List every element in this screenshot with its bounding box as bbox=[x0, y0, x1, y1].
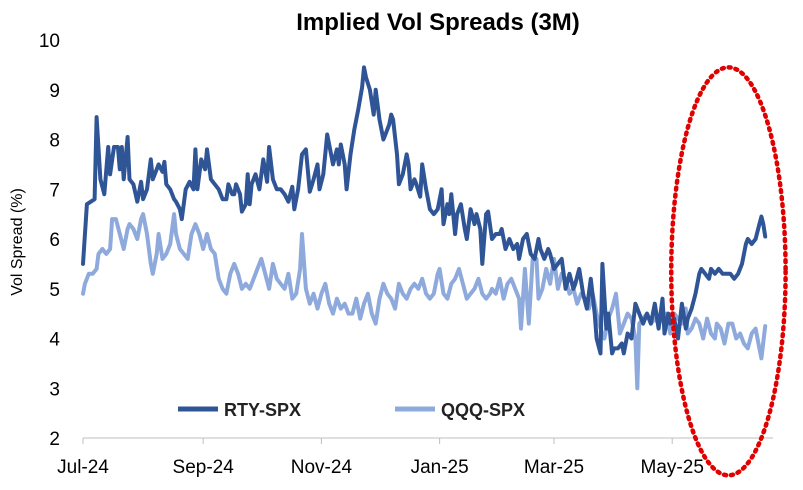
y-tick-label: 5 bbox=[49, 280, 60, 301]
y-tick-label: 4 bbox=[49, 330, 60, 351]
y-axis-label: Vol Spread (%) bbox=[9, 188, 26, 296]
y-tick-label: 9 bbox=[49, 81, 60, 102]
series-line-rty-spx bbox=[81, 65, 768, 356]
chart-title: Implied Vol Spreads (3M) bbox=[296, 9, 580, 36]
x-tick-label: Sep-24 bbox=[173, 457, 235, 478]
x-tick-label: May-25 bbox=[641, 457, 704, 478]
highlight-ellipse bbox=[668, 65, 788, 478]
y-tick-label: 3 bbox=[49, 379, 60, 400]
legend-label-rty-spx: RTY-SPX bbox=[224, 400, 301, 420]
y-tick-label: 6 bbox=[49, 230, 60, 251]
x-tick-label: Jul-24 bbox=[57, 457, 109, 478]
x-tick-label: Nov-24 bbox=[291, 457, 353, 478]
y-tick-label: 10 bbox=[39, 31, 60, 52]
y-tick-label: 8 bbox=[49, 131, 60, 152]
legend-label-qqq-spx: QQQ-SPX bbox=[441, 400, 525, 420]
y-tick-label: 7 bbox=[49, 180, 60, 201]
y-tick-label: 2 bbox=[49, 429, 60, 450]
x-tick-label: Mar-25 bbox=[524, 457, 584, 478]
plot-area: 2 3 4 5 6 7 8 9 10 Jul-24 Sep-24 Nov-24 Jan-25 Mar-25… bbox=[39, 31, 788, 478]
x-tick-label: Jan-25 bbox=[411, 457, 469, 478]
